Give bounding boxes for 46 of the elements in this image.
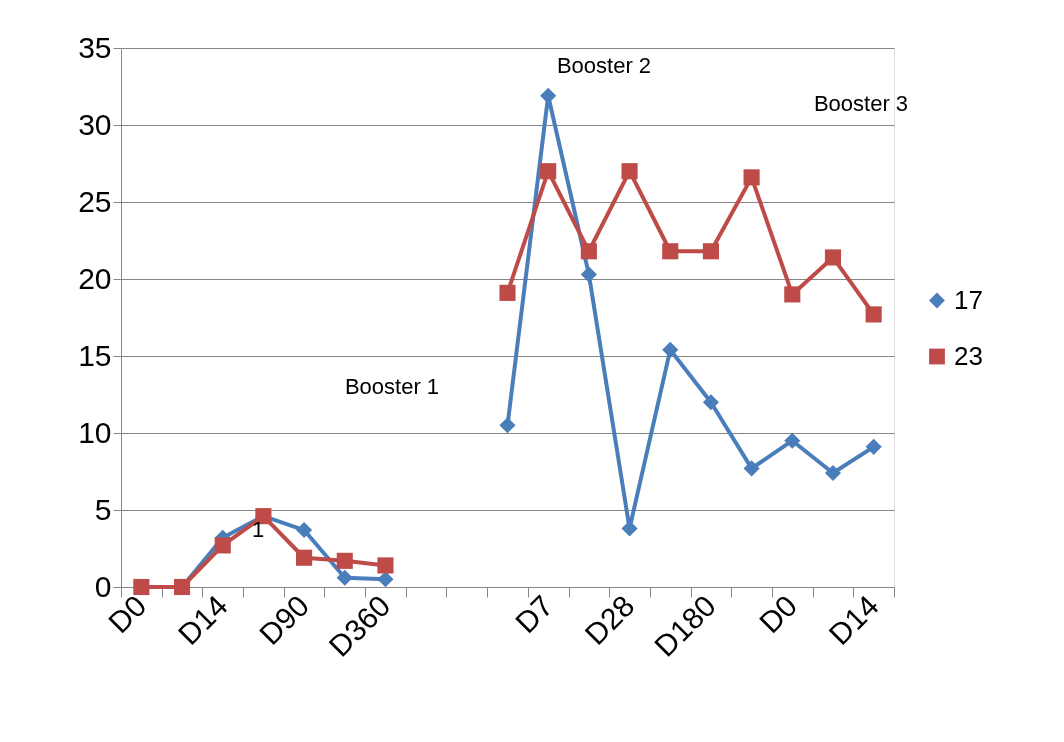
annotation: Booster 2 (556, 53, 652, 78)
y-tick-label: 35 (78, 30, 112, 64)
legend-label: 23 (954, 340, 983, 371)
y-tick-label: 25 (78, 184, 112, 218)
point (214, 537, 231, 554)
point (580, 266, 597, 283)
point (743, 169, 760, 186)
annotation: Booster 3 (813, 91, 909, 116)
point (499, 284, 516, 301)
point (336, 552, 353, 569)
point (784, 286, 801, 303)
point (499, 417, 516, 434)
point (296, 549, 313, 566)
point (336, 569, 353, 586)
point (662, 243, 679, 260)
point (580, 243, 597, 260)
point (540, 87, 557, 104)
annotation: 1 (251, 517, 265, 542)
point (865, 306, 882, 323)
legend-label: 17 (954, 284, 983, 315)
y-tick-label: 0 (94, 569, 112, 603)
x-tick-label: D14 (822, 588, 885, 652)
y-tick-label: 5 (94, 492, 112, 526)
y-tick-label: 10 (78, 415, 112, 449)
annotation: Booster 1 (344, 374, 440, 399)
x-tick-label: D0 (752, 588, 804, 640)
x-tick-label: D14 (171, 588, 234, 652)
point (743, 460, 760, 477)
point (377, 557, 394, 574)
y-tick-label: 30 (78, 107, 112, 141)
point (662, 341, 679, 358)
point (865, 438, 882, 455)
point (702, 243, 719, 260)
x-tick-label: D28 (578, 588, 641, 652)
point (296, 521, 313, 539)
point (377, 571, 394, 588)
y-tick-label: 20 (78, 261, 112, 295)
point (702, 394, 719, 411)
point (621, 163, 638, 180)
point (824, 464, 842, 482)
x-tick-label: D7 (508, 588, 560, 640)
point (540, 163, 557, 180)
point (824, 249, 842, 266)
x-tick-label: D90 (252, 588, 316, 652)
point (784, 432, 801, 449)
y-tick-label: 15 (78, 338, 112, 372)
